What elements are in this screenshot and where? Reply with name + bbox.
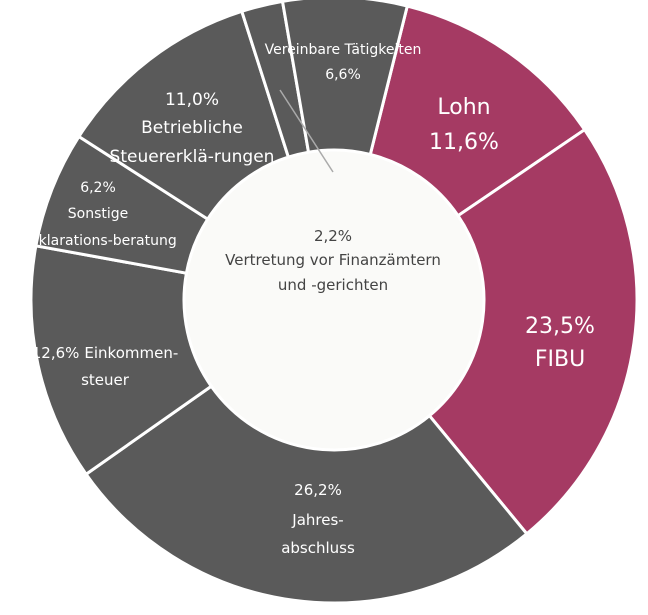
donut-slice (427, 127, 639, 536)
slice-label: Deklarations-beratung (19, 233, 176, 249)
slice-label: 11,0% (165, 90, 219, 110)
slice-label: Jahres- (291, 511, 343, 529)
category-label: Sonstige (68, 206, 129, 222)
category-label: Vereinbare Tätigkeiten (265, 42, 422, 58)
slice-label: Lohn (437, 95, 490, 120)
category-label: und -gerichten (278, 276, 388, 294)
slice-label: Vertretung vor Finanzämtern (225, 251, 441, 269)
value-label: 11,6% (429, 130, 499, 155)
slice-label: 6,6% (325, 67, 361, 83)
slice-label: und -gerichten (278, 276, 388, 294)
donut-hole (184, 150, 484, 450)
slice-label: steuer (81, 371, 130, 389)
slice-label: Betriebliche (141, 118, 243, 138)
value-label: 11,0% (165, 90, 219, 110)
slice-label: 11,6% (429, 130, 499, 155)
donut-slice (280, 0, 410, 157)
category-label: abschluss (281, 539, 355, 557)
labels: Lohn 11,6% 23,5% FIBU 26,2% Jahres-abschluss 1… (19, 42, 595, 557)
category-label: Vertretung vor Finanzämtern (225, 251, 441, 269)
category-label: Lohn (437, 95, 490, 120)
value-label: 2,2% (314, 227, 352, 245)
slice-label: Vereinbare Tätigkeiten (265, 42, 422, 58)
slice-label: 23,5% (525, 314, 595, 339)
leader-line (279, 89, 334, 173)
slice-label: Steuererklä-rungen (110, 147, 275, 167)
slice-label: Sonstige (68, 206, 129, 222)
slices (29, 0, 639, 605)
value-label: 23,5% (525, 314, 595, 339)
donut-slice (29, 244, 214, 477)
category-label: Betriebliche (141, 118, 243, 138)
donut-slice (368, 4, 587, 218)
category-label: Einkommen- (84, 344, 178, 362)
value-label: 6,6% (325, 67, 361, 83)
slice-label: 6,2% (80, 180, 116, 196)
slice-label: 26,2% (294, 481, 342, 499)
value-label: 6,2% (80, 180, 116, 196)
category-label: Jahres- (291, 511, 343, 529)
donut-slice (84, 384, 529, 605)
category-label: Steuererklä-rungen (110, 147, 275, 167)
value-label: 26,2% (294, 481, 342, 499)
slice-label: 12,6% Einkommen- (32, 344, 179, 362)
category-label: Deklarations-beratung (19, 233, 176, 249)
slice-label: abschluss (281, 539, 355, 557)
category-label: steuer (81, 371, 130, 389)
slice-label: FIBU (535, 347, 585, 372)
category-label: FIBU (535, 347, 585, 372)
value-label: 12,6% (32, 344, 80, 362)
slice-label: 2,2% (314, 227, 352, 245)
